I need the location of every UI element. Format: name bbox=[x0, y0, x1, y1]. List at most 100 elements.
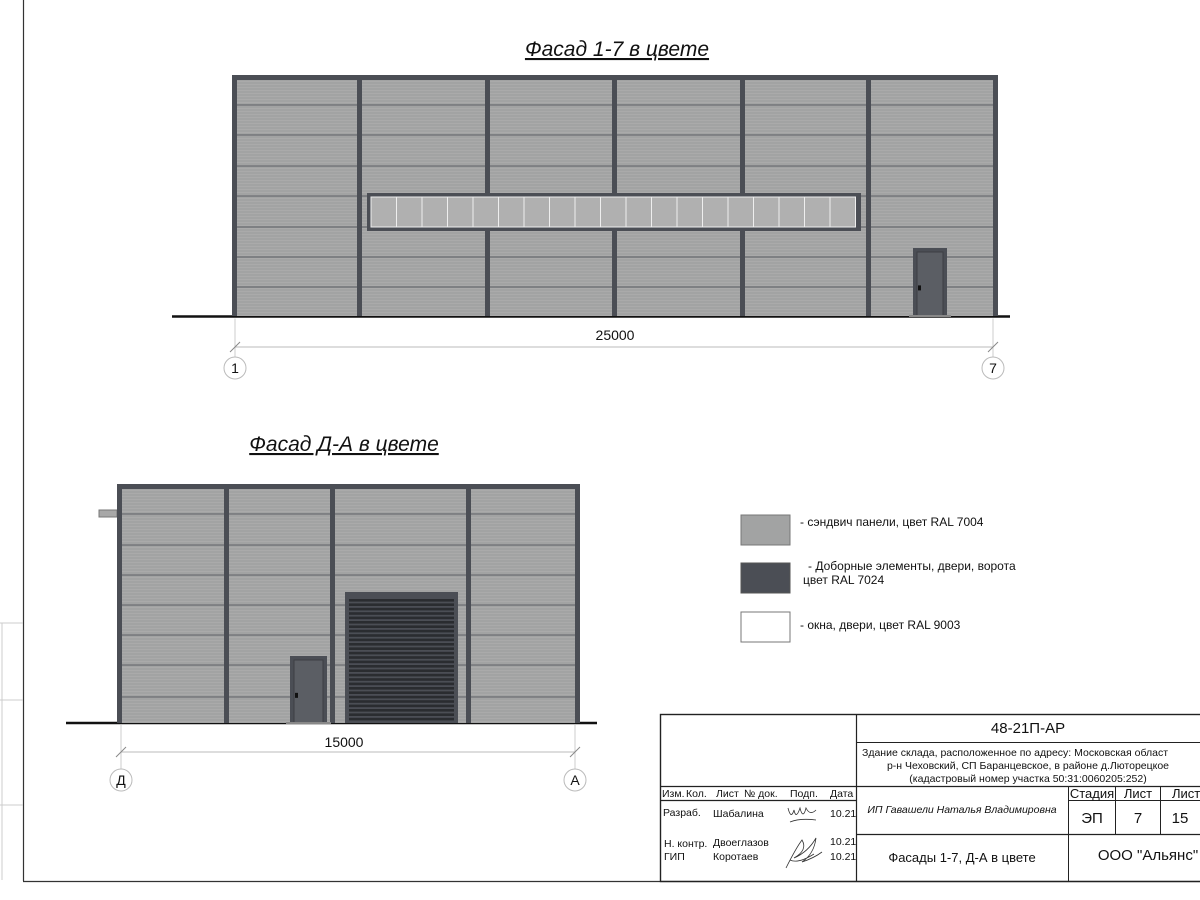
window-pane bbox=[702, 196, 729, 228]
legend-swatch-panels bbox=[740, 514, 791, 546]
corner-trim bbox=[117, 484, 122, 723]
roller-gate-slat bbox=[349, 638, 454, 642]
header-kol: Кол. bbox=[686, 788, 707, 800]
roller-gate-slat bbox=[349, 665, 454, 668]
roller-gate-slat bbox=[349, 687, 454, 690]
window-pane bbox=[727, 196, 754, 228]
signatures bbox=[785, 806, 823, 869]
roller-gate-slat bbox=[349, 607, 454, 611]
roller-gate-slat bbox=[349, 656, 454, 659]
window-pane bbox=[421, 196, 448, 228]
door-leaf bbox=[293, 659, 324, 724]
role-norm-control: Н. контр. bbox=[664, 838, 707, 850]
role-chief-engineer: ГИП bbox=[664, 851, 685, 863]
roller-gate-slat bbox=[349, 629, 454, 633]
window-pane bbox=[396, 196, 423, 228]
date-developer: 10.21 bbox=[830, 808, 856, 820]
roller-gate-slat bbox=[349, 612, 454, 615]
facade-2-dimension: 15000 bbox=[325, 734, 364, 750]
corner-trim bbox=[224, 484, 229, 723]
roller-gate-slat bbox=[349, 717, 454, 721]
side-stamp bbox=[0, 622, 23, 880]
door-handle bbox=[918, 285, 921, 291]
axis-label-d: Д bbox=[116, 772, 126, 788]
legend: - сэндвич панели, цвет RAL 7004 - Доборн… bbox=[740, 514, 1016, 643]
address-line-2: р-н Чеховский, СП Баранцевское, в районе… bbox=[887, 760, 1169, 772]
window-pane bbox=[676, 196, 703, 228]
roller-gate-slat bbox=[349, 682, 454, 686]
axis-bubble bbox=[981, 356, 1005, 380]
roller-gate-slat bbox=[349, 695, 454, 699]
roller-gate-slat bbox=[349, 599, 454, 602]
legend-swatch-trim bbox=[740, 562, 791, 594]
corner-trim bbox=[575, 484, 580, 723]
window-pane bbox=[600, 196, 627, 228]
roller-gate-slat bbox=[349, 634, 454, 637]
header-doc: № док. bbox=[744, 788, 778, 800]
roller-gate-slat bbox=[349, 709, 454, 712]
name-norm-control: Двоеглазов bbox=[713, 837, 769, 849]
sheet-label: Лист bbox=[1124, 786, 1152, 801]
header-sign: Подп. bbox=[790, 788, 818, 800]
window-pane bbox=[804, 196, 831, 228]
facade-1-elevation bbox=[172, 75, 1010, 380]
window-pane bbox=[625, 196, 652, 228]
roller-gate-slat bbox=[349, 713, 454, 716]
window-pane bbox=[753, 196, 780, 228]
header-izm: Изм. bbox=[662, 788, 685, 800]
axis-bubble bbox=[109, 768, 133, 792]
facade-1-title: Фасад 1-7 в цвете bbox=[525, 38, 709, 61]
door-step bbox=[286, 722, 331, 724]
header-list: Лист bbox=[716, 788, 739, 800]
name-developer: Шабалина bbox=[713, 808, 764, 820]
roller-gate-slat bbox=[349, 678, 454, 681]
roller-gate-slat bbox=[349, 651, 454, 655]
facade-2-title: Фасад Д-А в цвете bbox=[249, 433, 439, 456]
axis-label-1: 1 bbox=[231, 360, 239, 376]
window-pane bbox=[778, 196, 805, 228]
legend-label-trim: - Доборные элементы, двери, ворота bbox=[808, 559, 1016, 573]
window-pane bbox=[447, 196, 474, 228]
door-leaf bbox=[916, 251, 944, 317]
corner-trim bbox=[466, 484, 471, 723]
axis-bubble bbox=[563, 768, 587, 792]
roller-gate-slat bbox=[349, 643, 454, 646]
sheets-label: Листо bbox=[1172, 786, 1200, 801]
role-developer: Разраб. bbox=[663, 807, 701, 819]
stage-value: ЭП bbox=[1081, 810, 1103, 827]
roller-gate-slat bbox=[349, 700, 454, 703]
address-line-1: Здание склада, расположенное по адресу: … bbox=[862, 747, 1168, 759]
window-pane bbox=[370, 196, 397, 228]
legend-swatch-windows bbox=[740, 611, 791, 643]
stage-label: Стадия bbox=[1070, 786, 1114, 801]
roller-gate-slat bbox=[349, 647, 454, 650]
dimension-tick bbox=[229, 341, 241, 353]
window-pane bbox=[829, 196, 856, 228]
date-norm-control: 10.21 bbox=[830, 836, 856, 848]
corner-trim bbox=[232, 75, 237, 316]
address-line-3: (кадастровый номер участка 50:31:0060205… bbox=[909, 773, 1146, 785]
dimension-tick bbox=[987, 341, 999, 353]
roller-gate-slat bbox=[349, 616, 454, 620]
corner-trim bbox=[330, 484, 335, 723]
roller-gate-slat bbox=[349, 673, 454, 677]
window-pane bbox=[498, 196, 525, 228]
facade-1-dimension: 25000 bbox=[596, 327, 635, 343]
roller-gate-slat bbox=[349, 660, 454, 664]
roller-gate-slat bbox=[349, 625, 454, 628]
date-chief-engineer: 10.21 bbox=[830, 851, 856, 863]
window-pane bbox=[523, 196, 550, 228]
axis-label-7: 7 bbox=[989, 360, 997, 376]
roller-gate-slat bbox=[349, 704, 454, 708]
roller-gate-slat bbox=[349, 621, 454, 624]
company-name: ООО "Альянс" bbox=[1098, 847, 1198, 864]
window-pane bbox=[651, 196, 678, 228]
legend-label-panels: - сэндвич панели, цвет RAL 7004 bbox=[800, 515, 984, 529]
corner-trim bbox=[993, 75, 998, 316]
roller-gate-slat bbox=[349, 691, 454, 694]
legend-label-trim-2: цвет RAL 7024 bbox=[803, 573, 884, 587]
roller-gate-slat bbox=[349, 603, 454, 606]
window-pane bbox=[549, 196, 576, 228]
title-block bbox=[659, 713, 1200, 883]
facade-2-elevation bbox=[66, 484, 597, 792]
